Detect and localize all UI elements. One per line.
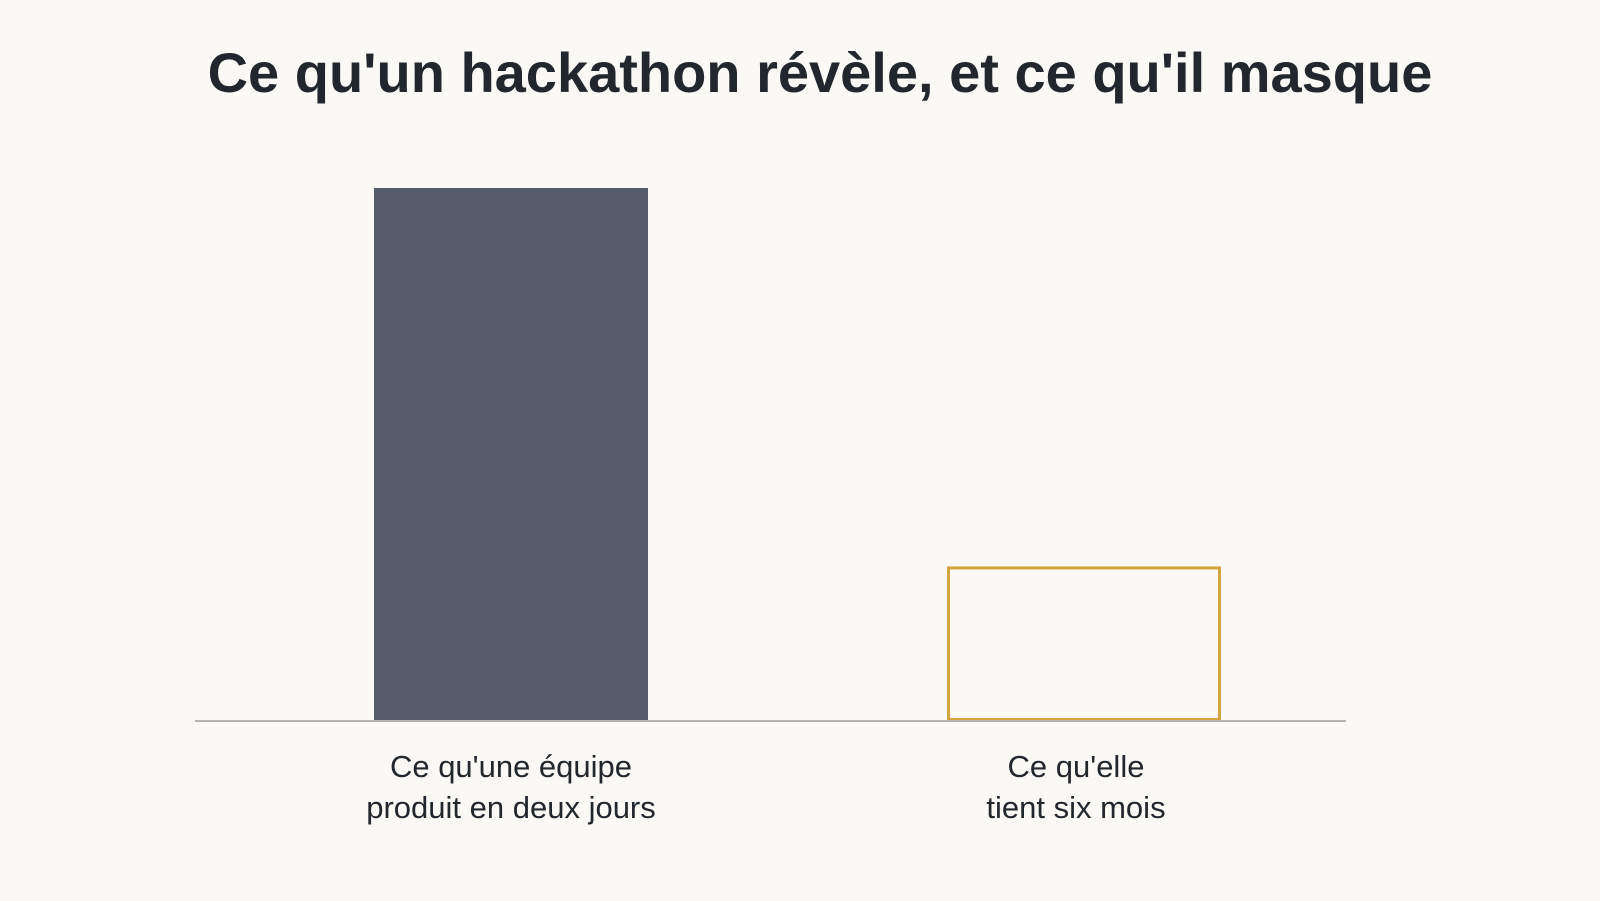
x-tick-label: Ce qu'elle tient six mois [986, 749, 1166, 825]
x-tick-label: Ce qu'une équipe produit en deux jours [366, 749, 656, 825]
chart-title: Ce qu'un hackathon révèle, et ce qu'il m… [207, 41, 1433, 104]
bar [374, 188, 648, 721]
bar [947, 566, 1221, 721]
